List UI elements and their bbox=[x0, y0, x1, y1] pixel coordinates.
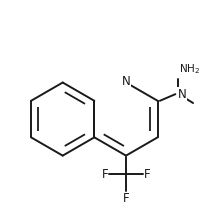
Text: F: F bbox=[102, 168, 108, 181]
Text: F: F bbox=[123, 192, 129, 205]
Text: NH$_2$: NH$_2$ bbox=[179, 63, 201, 76]
Text: N: N bbox=[178, 88, 186, 101]
Text: F: F bbox=[144, 168, 150, 181]
Text: N: N bbox=[122, 75, 130, 88]
